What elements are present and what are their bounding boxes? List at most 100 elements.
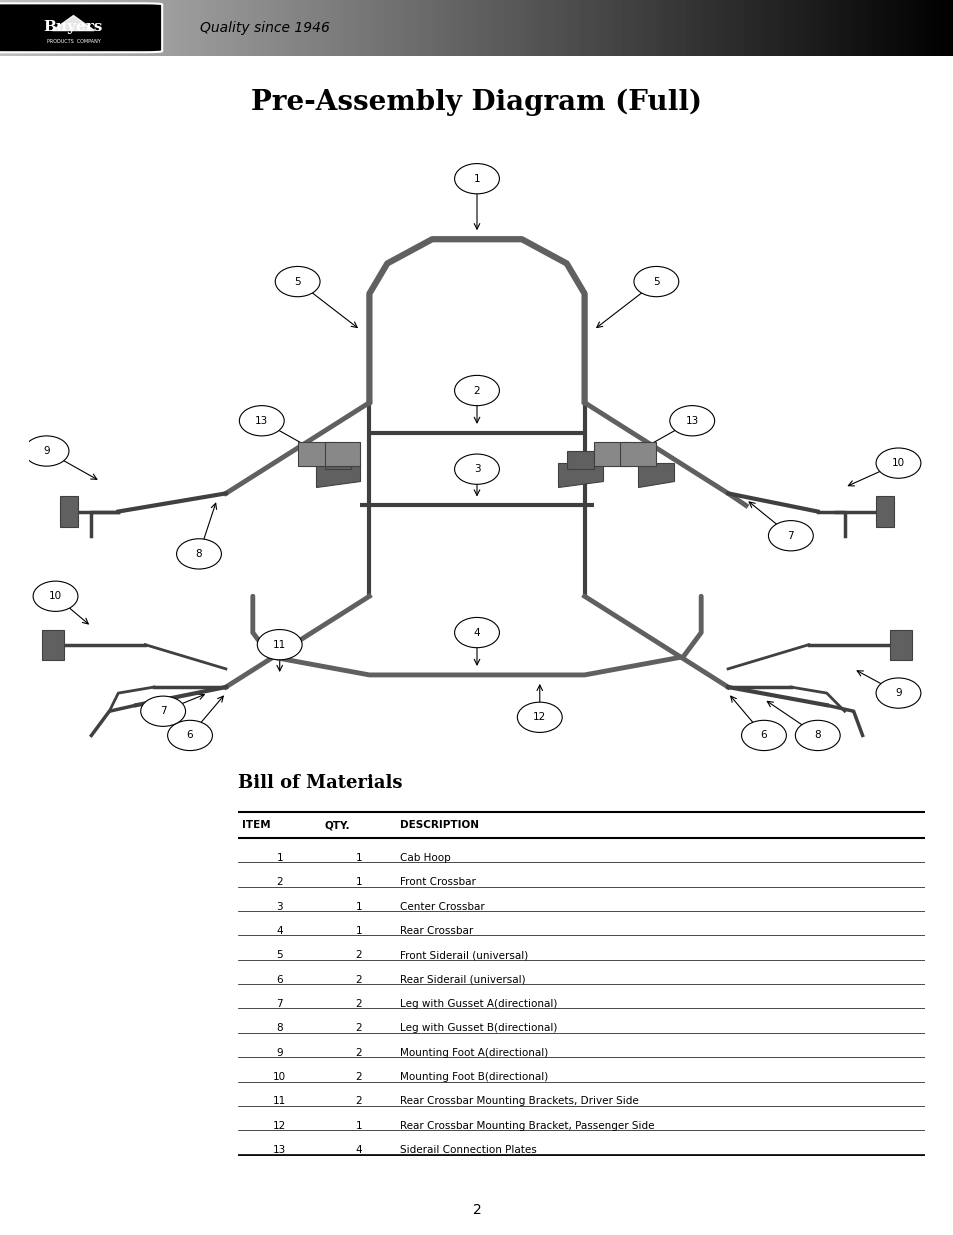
Polygon shape: [324, 451, 351, 469]
Text: 4: 4: [276, 926, 283, 936]
Text: Leg with Gusset B(directional): Leg with Gusset B(directional): [399, 1024, 557, 1034]
Text: Mounting Foot B(directional): Mounting Foot B(directional): [399, 1072, 548, 1082]
Circle shape: [454, 454, 499, 484]
Text: 12: 12: [273, 1120, 286, 1131]
Text: 1: 1: [276, 853, 283, 863]
Text: Bill of Materials: Bill of Materials: [238, 774, 402, 792]
Text: 9: 9: [894, 688, 901, 698]
Text: 1: 1: [355, 877, 361, 887]
Circle shape: [33, 582, 78, 611]
Text: 2: 2: [472, 1203, 481, 1218]
Polygon shape: [619, 442, 656, 466]
Circle shape: [875, 448, 920, 478]
Text: Cab Hoop: Cab Hoop: [399, 853, 450, 863]
Text: 13: 13: [273, 1145, 286, 1155]
Text: 9: 9: [43, 446, 50, 456]
Circle shape: [633, 267, 679, 296]
Text: 5: 5: [653, 277, 659, 287]
Text: 2: 2: [355, 950, 361, 961]
Text: 1: 1: [355, 1120, 361, 1131]
Circle shape: [875, 678, 920, 708]
Text: 2: 2: [355, 1097, 361, 1107]
Polygon shape: [558, 463, 602, 488]
Text: 10: 10: [273, 1072, 286, 1082]
Text: Pre-Assembly Diagram (Full): Pre-Assembly Diagram (Full): [252, 89, 701, 116]
Circle shape: [257, 630, 302, 659]
Text: Mounting Foot A(directional): Mounting Foot A(directional): [399, 1047, 548, 1057]
Polygon shape: [566, 451, 593, 469]
Text: Front Siderail (universal): Front Siderail (universal): [399, 950, 528, 961]
Polygon shape: [875, 496, 893, 526]
Text: 5: 5: [276, 950, 283, 961]
Text: Leg with Gusset A(directional): Leg with Gusset A(directional): [399, 999, 557, 1009]
Text: 6: 6: [187, 730, 193, 741]
Text: 3: 3: [276, 902, 283, 911]
Text: Rear Crossbar Mounting Bracket, Passenger Side: Rear Crossbar Mounting Bracket, Passenge…: [399, 1120, 654, 1131]
Text: 10: 10: [891, 458, 904, 468]
Circle shape: [454, 375, 499, 405]
Circle shape: [239, 405, 284, 436]
Text: 11: 11: [273, 1097, 286, 1107]
Circle shape: [669, 405, 714, 436]
Text: 10: 10: [49, 592, 62, 601]
Text: 3: 3: [474, 464, 479, 474]
Text: Rear Siderail (universal): Rear Siderail (universal): [399, 974, 525, 984]
Text: 4: 4: [474, 627, 479, 637]
Circle shape: [454, 618, 499, 647]
Text: 1: 1: [355, 926, 361, 936]
Text: 12: 12: [533, 713, 546, 722]
Text: 7: 7: [787, 531, 793, 541]
Polygon shape: [52, 16, 94, 31]
Circle shape: [517, 703, 561, 732]
Polygon shape: [60, 496, 78, 526]
Text: ITEM: ITEM: [242, 820, 271, 830]
Polygon shape: [297, 442, 334, 466]
Circle shape: [24, 436, 69, 466]
Text: Rear Crossbar: Rear Crossbar: [399, 926, 473, 936]
Circle shape: [176, 538, 221, 569]
Text: 7: 7: [276, 999, 283, 1009]
Polygon shape: [315, 463, 360, 488]
Text: 2: 2: [276, 877, 283, 887]
Polygon shape: [42, 630, 65, 659]
Circle shape: [795, 720, 840, 751]
Text: 8: 8: [814, 730, 821, 741]
Text: 1: 1: [474, 174, 479, 184]
Polygon shape: [593, 442, 629, 466]
Text: PRODUCTS  COMPANY: PRODUCTS COMPANY: [47, 40, 100, 44]
Text: 2: 2: [355, 999, 361, 1009]
Text: 6: 6: [760, 730, 766, 741]
Text: 6: 6: [276, 974, 283, 984]
Circle shape: [141, 697, 185, 726]
Circle shape: [768, 521, 812, 551]
Text: Front Crossbar: Front Crossbar: [399, 877, 476, 887]
FancyBboxPatch shape: [0, 4, 162, 52]
Polygon shape: [638, 463, 674, 488]
Text: 2: 2: [355, 1047, 361, 1057]
Circle shape: [274, 267, 319, 296]
Text: 8: 8: [195, 548, 202, 559]
Text: Buyers: Buyers: [44, 20, 103, 33]
Text: Siderail Connection Plates: Siderail Connection Plates: [399, 1145, 537, 1155]
Circle shape: [168, 720, 213, 751]
Text: 7: 7: [160, 706, 166, 716]
Polygon shape: [888, 630, 911, 659]
Text: 2: 2: [355, 974, 361, 984]
Text: 1: 1: [355, 902, 361, 911]
Text: 2: 2: [355, 1024, 361, 1034]
Circle shape: [740, 720, 785, 751]
Text: 2: 2: [474, 385, 479, 395]
Text: 9: 9: [276, 1047, 283, 1057]
Circle shape: [454, 163, 499, 194]
Text: Rear Crossbar Mounting Brackets, Driver Side: Rear Crossbar Mounting Brackets, Driver …: [399, 1097, 638, 1107]
Text: QTY.: QTY.: [324, 820, 350, 830]
Text: Center Crossbar: Center Crossbar: [399, 902, 484, 911]
Text: 11: 11: [273, 640, 286, 650]
Text: 1: 1: [355, 853, 361, 863]
Text: 13: 13: [254, 416, 268, 426]
Text: 5: 5: [294, 277, 300, 287]
Text: 2: 2: [355, 1072, 361, 1082]
Text: Quality since 1946: Quality since 1946: [200, 21, 330, 35]
Text: 4: 4: [355, 1145, 361, 1155]
Text: 8: 8: [276, 1024, 283, 1034]
